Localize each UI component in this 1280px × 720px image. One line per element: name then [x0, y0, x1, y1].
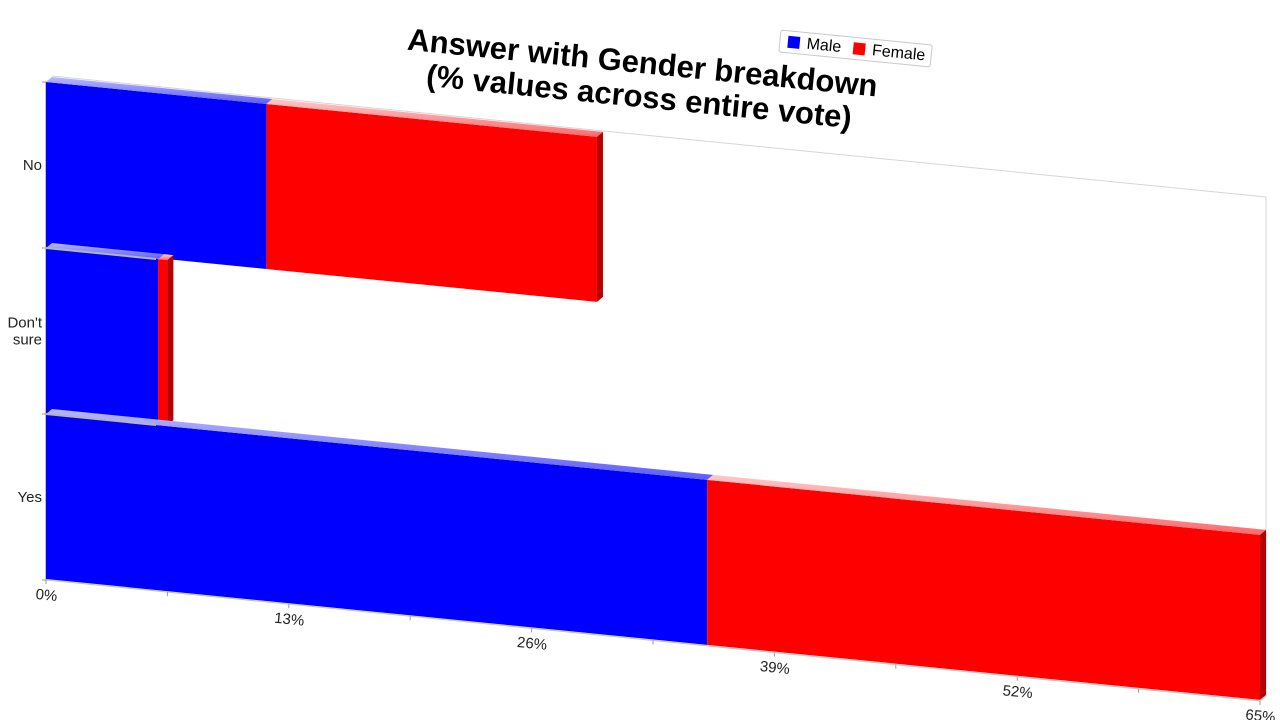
bar-don-t-sure-male-top: [46, 243, 165, 260]
x-tick-label: 0%: [35, 586, 58, 605]
category-label-no: No: [23, 157, 42, 174]
bar-no-female-top: [266, 98, 603, 137]
bar-yes-male: [46, 414, 708, 645]
bar-no-female: [266, 103, 597, 302]
legend: Male Female: [778, 29, 933, 68]
x-axis: 0% 13% 26% 39% 52% 65%: [35, 580, 1276, 720]
bar-don-t-sure-female: [158, 259, 168, 426]
bar-don-t-sure-female-side: [167, 255, 174, 426]
bar-don-t-sure-female-top: [158, 254, 174, 261]
plot-back-top-edge: [51, 75, 1267, 198]
bar-yes-female-top: [707, 474, 1266, 535]
bar-yes-female-side: [1260, 529, 1266, 700]
bar-no-female-side: [596, 131, 603, 302]
legend-swatch-female: [852, 42, 866, 56]
x-tick-label: 65%: [1245, 706, 1277, 720]
x-tick-label: 52%: [1002, 682, 1034, 702]
bars-layer: [46, 77, 1266, 700]
bar-no-male-top: [46, 77, 273, 104]
y-axis: No Don't sure Yes: [7, 81, 157, 581]
category-separator: [45, 247, 157, 260]
bar-yes-female: [707, 479, 1260, 700]
bar-no-male: [46, 82, 267, 269]
category-label-don-t-sure: Don't sure: [7, 315, 42, 349]
x-tick-label: 26%: [516, 634, 548, 654]
bar-yes-male-top: [46, 409, 714, 480]
bar-don-t-sure-male: [46, 248, 159, 425]
legend-label-female: Female: [871, 42, 926, 64]
category-label-yes: Yes: [18, 489, 42, 506]
legend-swatch-male: [787, 35, 801, 49]
legend-label-male: Male: [806, 36, 842, 56]
category-separator: [45, 413, 157, 426]
x-tick-label: 13%: [273, 610, 305, 630]
x-tick-label: 39%: [759, 658, 791, 678]
